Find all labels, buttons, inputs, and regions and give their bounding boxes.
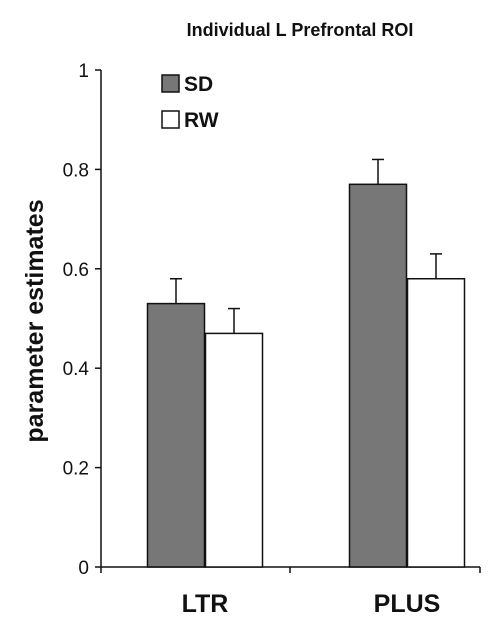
y-tick-label: 0.2 (63, 459, 89, 480)
legend-swatch-rw (161, 110, 180, 129)
y-axis-label: parameter estimates (21, 199, 49, 442)
y-tick-label: 0 (78, 558, 89, 579)
legend-swatch-sd (161, 74, 180, 93)
bar-rw-plus (406, 277, 466, 568)
y-tick-label: 0.8 (63, 160, 89, 181)
bar-sd-plus (348, 183, 408, 568)
y-tick-label: 0.6 (63, 260, 89, 281)
y-tick-label: 1 (78, 61, 89, 82)
bar-rw-ltr (204, 332, 264, 568)
bar-sd-ltr (146, 302, 206, 568)
chart-title: Individual L Prefrontal ROI (187, 20, 414, 40)
legend-label-sd: SD (184, 73, 213, 96)
legend-label-rw: RW (184, 109, 219, 132)
plot-area: 0 0.2 0.4 0.6 0.8 1 LTR PLUS SD RW (63, 61, 481, 618)
x-category-label: PLUS (374, 590, 441, 618)
y-tick-label: 0.4 (63, 359, 90, 380)
x-category-label: LTR (182, 590, 229, 618)
